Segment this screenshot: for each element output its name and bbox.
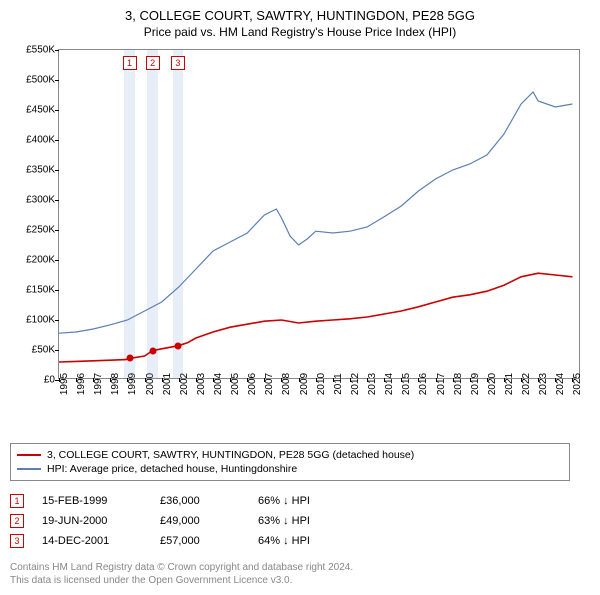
y-axis-label: £250K (26, 225, 55, 236)
table-row: 1 15-FEB-1999 £36,000 66% ↓ HPI (10, 491, 570, 511)
transaction-dot (174, 342, 181, 349)
transaction-marker-icon: 2 (146, 56, 160, 70)
legend-swatch (17, 468, 41, 470)
legend-label: 3, COLLEGE COURT, SAWTRY, HUNTINGDON, PE… (47, 449, 414, 461)
transaction-date: 19-JUN-2000 (42, 515, 142, 527)
transaction-marker-icon: 3 (171, 56, 185, 70)
transaction-price: £36,000 (160, 495, 240, 507)
chart-area: £0 £50K £100K £150K £200K £250K £300K £350K £400… (10, 45, 590, 415)
table-row: 2 19-JUN-2000 £49,000 63% ↓ HPI (10, 511, 570, 531)
footer-line: This data is licensed under the Open Gov… (10, 574, 590, 587)
chart-subtitle: Price paid vs. HM Land Registry's House … (10, 25, 590, 39)
transaction-price: £57,000 (160, 535, 240, 547)
title-block: 3, COLLEGE COURT, SAWTRY, HUNTINGDON, PE… (10, 8, 590, 39)
y-axis-label: £150K (26, 285, 55, 296)
y-axis-label: £500K (26, 75, 55, 86)
transaction-table: 1 15-FEB-1999 £36,000 66% ↓ HPI 2 19-JUN… (10, 491, 570, 551)
transaction-date: 14-DEC-2001 (42, 535, 142, 547)
y-axis-label: £200K (26, 255, 55, 266)
series-line-hpi (59, 92, 572, 333)
footer-line: Contains HM Land Registry data © Crown c… (10, 561, 590, 574)
y-axis-label: £0 (44, 375, 55, 386)
footer-attribution: Contains HM Land Registry data © Crown c… (10, 561, 590, 587)
chart-title: 3, COLLEGE COURT, SAWTRY, HUNTINGDON, PE… (10, 8, 590, 23)
transaction-price: £49,000 (160, 515, 240, 527)
series-line-price_paid (59, 273, 572, 362)
chart-container: 3, COLLEGE COURT, SAWTRY, HUNTINGDON, PE… (0, 0, 600, 595)
transaction-marker-icon: 3 (10, 534, 24, 548)
transaction-dot (126, 355, 133, 362)
y-axis-label: £100K (26, 315, 55, 326)
y-axis-label: £50K (32, 345, 55, 356)
y-axis-label: £400K (26, 135, 55, 146)
y-axis-label: £450K (26, 105, 55, 116)
plot-area: £0£50K£100K£150K£200K£250K£300K£350K£400… (58, 49, 580, 379)
transaction-diff: 66% ↓ HPI (258, 495, 358, 507)
y-axis-label: £350K (26, 165, 55, 176)
transaction-marker-icon: 1 (123, 56, 137, 70)
y-axis-label: £550K (26, 45, 55, 56)
legend-label: HPI: Average price, detached house, Hunt… (47, 463, 297, 475)
chart-svg (59, 50, 581, 380)
legend-swatch (17, 454, 41, 456)
legend-item: HPI: Average price, detached house, Hunt… (17, 462, 563, 476)
y-axis-label: £300K (26, 195, 55, 206)
transaction-diff: 64% ↓ HPI (258, 535, 358, 547)
transaction-marker-icon: 2 (10, 514, 24, 528)
transaction-dot (149, 347, 156, 354)
transaction-date: 15-FEB-1999 (42, 495, 142, 507)
table-row: 3 14-DEC-2001 £57,000 64% ↓ HPI (10, 531, 570, 551)
transaction-diff: 63% ↓ HPI (258, 515, 358, 527)
legend: 3, COLLEGE COURT, SAWTRY, HUNTINGDON, PE… (10, 443, 570, 481)
transaction-marker-icon: 1 (10, 494, 24, 508)
legend-item: 3, COLLEGE COURT, SAWTRY, HUNTINGDON, PE… (17, 448, 563, 462)
